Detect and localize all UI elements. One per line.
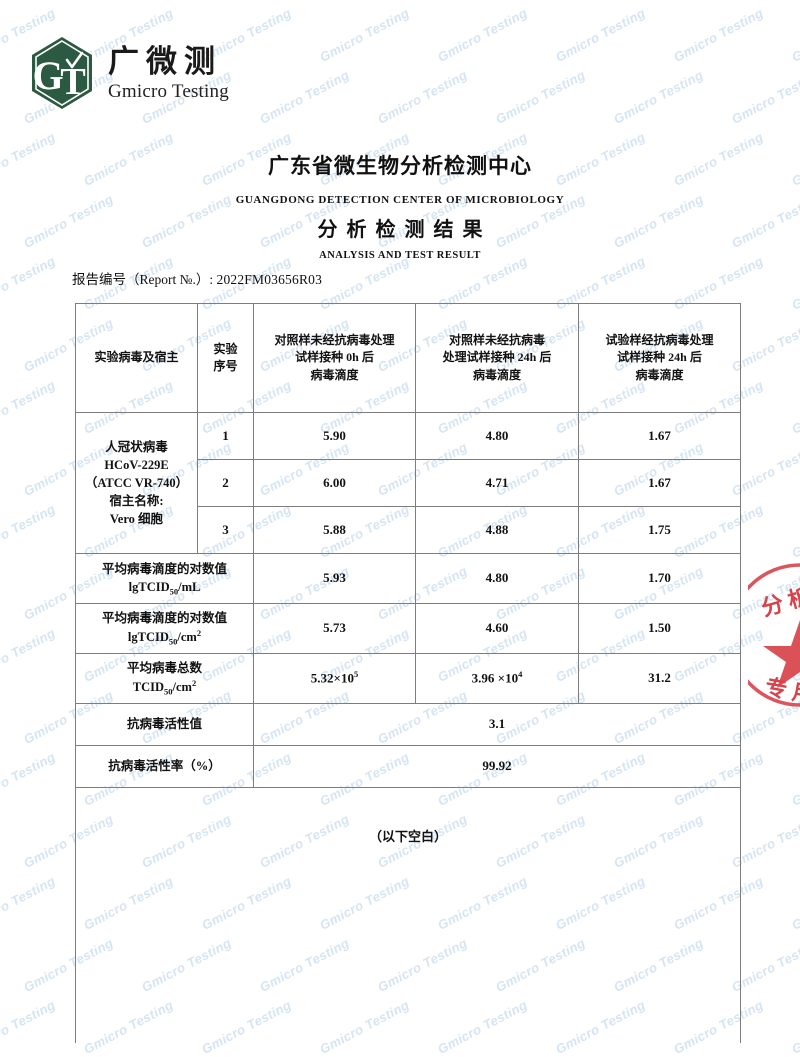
document-titles: 广东省微生物分析检测中心 GUANGDONG DETECTION CENTER … — [0, 150, 800, 261]
watermark-text: Gmicro Testing — [0, 625, 58, 685]
watermark-text: Gmicro Testing — [257, 67, 352, 127]
cell-treated24h-3: 1.75 — [578, 506, 741, 554]
cell-virus-host: 人冠状病毒 HCoV-229E （ATCC VR-740） 宿主名称: Vero… — [75, 412, 198, 554]
cell-control0h-1: 5.90 — [253, 412, 416, 460]
watermark-text: Gmicro Testing — [0, 997, 58, 1057]
table-row: 人冠状病毒 HCoV-229E （ATCC VR-740） 宿主名称: Vero… — [75, 412, 741, 554]
cell-control24h-2: 4.71 — [415, 459, 579, 507]
watermark-text: Gmicro Testing — [789, 501, 800, 561]
table-row: 平均病毒滴度的对数值 lgTCID50/mL 5.93 4.80 1.70 — [75, 553, 741, 604]
table-row: 平均病毒滴度的对数值 lgTCID50/cm2 5.73 4.60 1.50 — [75, 603, 741, 654]
header-virus-host: 实验病毒及宿主 — [75, 303, 198, 413]
org-title-cn: 广东省微生物分析检测中心 — [268, 154, 532, 178]
cell-mean-log-cm2-control24h: 4.60 — [415, 603, 579, 654]
blank-below-note: （以下空白） — [75, 787, 741, 1043]
cell-mean-log-ml-control0h: 5.93 — [253, 553, 416, 604]
cell-mean-log-cm2-control0h: 5.73 — [253, 603, 416, 654]
report-number-line: 报告编号（Report №.）: 2022FM03656R03 — [72, 268, 322, 288]
doc-title-en: ANALYSIS AND TEST RESULT — [319, 250, 481, 261]
watermark-text: Gmicro Testing — [375, 67, 470, 127]
org-title-en: GUANGDONG DETECTION CENTER OF MICROBIOLO… — [235, 194, 565, 206]
watermark-text: Gmicro Testing — [789, 873, 800, 933]
official-red-seal: 分 析 检 专 用 — [728, 560, 800, 710]
cell-mean-log-cm2-treated24h: 1.50 — [578, 603, 741, 654]
cell-mean-log-ml-control24h: 4.80 — [415, 553, 579, 604]
watermark-text: Gmicro Testing — [789, 5, 800, 65]
watermark-text: Gmicro Testing — [789, 997, 800, 1057]
report-number-label: 报告编号（Report №.）: — [72, 272, 214, 287]
table-row: 抗病毒活性率（%） 99.92 — [75, 745, 741, 788]
cell-control24h-3: 4.88 — [415, 506, 579, 554]
table-row: 平均病毒总数 TCID50/cm2 5.32×105 3.96 ×104 31.… — [75, 653, 741, 704]
watermark-text: Gmicro Testing — [0, 501, 58, 561]
cell-seq-3: 3 — [197, 506, 254, 554]
table-row: 3 5.88 4.88 1.75 — [76, 506, 741, 554]
header-treated-24h: 试验样经抗病毒处理 试样接种 24h 后 病毒滴度 — [578, 303, 741, 413]
cell-mean-log-ml-treated24h: 1.70 — [578, 553, 741, 604]
watermark-text: Gmicro Testing — [0, 749, 58, 809]
svg-text:T: T — [60, 61, 85, 103]
cell-seq-2: 2 — [197, 459, 254, 507]
cell-label-activity-value: 抗病毒活性值 — [75, 703, 254, 746]
watermark-text: Gmicro Testing — [435, 5, 530, 65]
cell-seq-1: 1 — [197, 412, 254, 460]
table-row: 2 6.00 4.71 1.67 — [76, 459, 741, 507]
header-seq-no: 实验 序号 — [197, 303, 254, 413]
report-number-value: 2022FM03656R03 — [216, 272, 323, 287]
watermark-text: Gmicro Testing — [553, 5, 648, 65]
cell-label-mean-log-ml: 平均病毒滴度的对数值 lgTCID50/mL — [75, 553, 254, 604]
cell-treated24h-1: 1.67 — [578, 412, 741, 460]
header-control-24h: 对照样未经抗病毒 处理试样接种 24h 后 病毒滴度 — [415, 303, 579, 413]
watermark-text: Gmicro Testing — [671, 5, 766, 65]
analysis-result-table: 实验病毒及宿主 实验 序号 对照样未经抗病毒处理 试样接种 0h 后 病毒滴度 … — [75, 303, 741, 1043]
watermark-text: Gmicro Testing — [611, 67, 706, 127]
company-logo: G T 广微测 Gmicro Testing — [28, 34, 229, 112]
hexagon-gt-icon: G T — [28, 34, 96, 112]
watermark-text: Gmicro Testing — [789, 625, 800, 685]
cell-label-activity-rate: 抗病毒活性率（%） — [75, 745, 254, 788]
watermark-text: Gmicro Testing — [789, 749, 800, 809]
table-blank-row: （以下空白） — [75, 787, 741, 1043]
doc-title-cn: 分析检测结果 — [317, 219, 492, 241]
cell-control0h-2: 6.00 — [253, 459, 416, 507]
table-row: 抗病毒活性值 3.1 — [75, 703, 741, 746]
watermark-text: Gmicro Testing — [789, 377, 800, 437]
cell-control24h-1: 4.80 — [415, 412, 579, 460]
svg-text:分 析 检: 分 析 检 — [758, 576, 800, 621]
header-control-0h: 对照样未经抗病毒处理 试样接种 0h 后 病毒滴度 — [253, 303, 416, 413]
watermark-text: Gmicro Testing — [0, 873, 58, 933]
table-header-row: 实验病毒及宿主 实验 序号 对照样未经抗病毒处理 试样接种 0h 后 病毒滴度 … — [75, 303, 741, 413]
cell-label-mean-log-cm2: 平均病毒滴度的对数值 lgTCID50/cm2 — [75, 603, 254, 654]
cell-control0h-3: 5.88 — [253, 506, 416, 554]
cell-treated24h-2: 1.67 — [578, 459, 741, 507]
watermark-text: Gmicro Testing — [0, 377, 58, 437]
cell-activity-rate: 99.92 — [253, 745, 741, 788]
svg-text:专 用: 专 用 — [763, 674, 800, 707]
cell-activity-value: 3.1 — [253, 703, 741, 746]
logo-name-cn: 广微测 — [108, 43, 222, 79]
cell-mean-total-treated24h: 31.2 — [578, 653, 741, 704]
cell-mean-total-control0h: 5.32×105 — [253, 653, 416, 704]
svg-text:G: G — [32, 53, 63, 98]
watermark-text: Gmicro Testing — [729, 67, 800, 127]
logo-name-en: Gmicro Testing — [108, 81, 229, 103]
cell-mean-total-control24h: 3.96 ×104 — [415, 653, 579, 704]
watermark-text: Gmicro Testing — [317, 5, 412, 65]
cell-label-mean-total: 平均病毒总数 TCID50/cm2 — [75, 653, 254, 704]
watermark-text: Gmicro Testing — [493, 67, 588, 127]
